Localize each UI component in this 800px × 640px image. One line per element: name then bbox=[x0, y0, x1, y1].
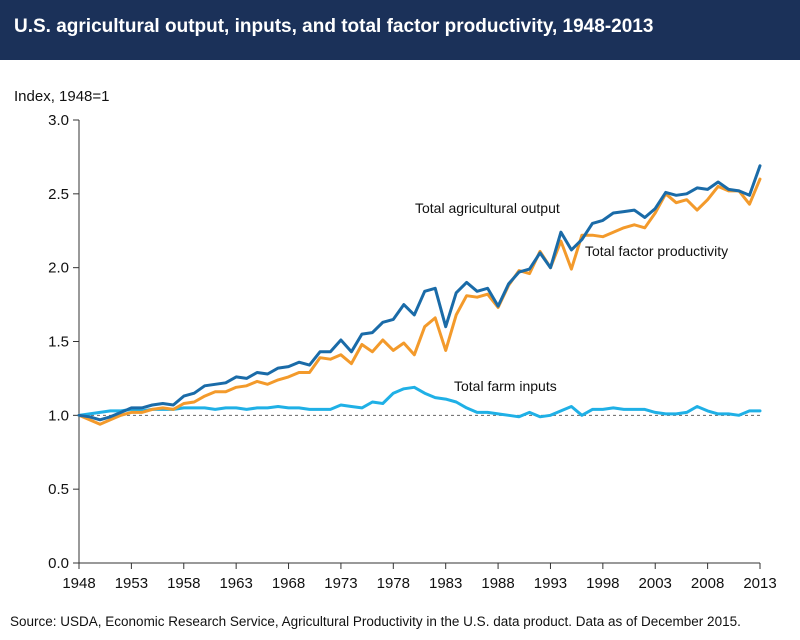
y-tick-label: 0.0 bbox=[48, 555, 69, 572]
label-total-farm-inputs: Total farm inputs bbox=[454, 378, 557, 394]
x-tick-label: 1988 bbox=[481, 575, 514, 592]
total-agricultural-output-line bbox=[77, 164, 762, 422]
x-tick-label: 1993 bbox=[534, 575, 567, 592]
x-tick-label: 2003 bbox=[639, 575, 672, 592]
y-tick-label: 2.0 bbox=[48, 260, 69, 277]
chart-title: U.S. agricultural output, inputs, and to… bbox=[14, 16, 654, 37]
y-tick-label: 0.5 bbox=[48, 481, 69, 498]
x-tick-label: 1963 bbox=[219, 575, 252, 592]
title-bar: U.S. agricultural output, inputs, and to… bbox=[0, 0, 800, 60]
x-tick-label: 1968 bbox=[272, 575, 305, 592]
x-tick-label: 1958 bbox=[167, 575, 200, 592]
y-axis-label: Index, 1948=1 bbox=[14, 88, 110, 105]
total-farm-inputs-line bbox=[77, 385, 762, 419]
source-note: Source: USDA, Economic Research Service,… bbox=[10, 614, 741, 629]
y-tick-label: 1.0 bbox=[48, 407, 69, 424]
y-tick-label: 3.0 bbox=[48, 112, 69, 129]
x-tick-label: 1998 bbox=[586, 575, 619, 592]
x-tick-label: 1953 bbox=[115, 575, 148, 592]
x-tick-label: 2013 bbox=[743, 575, 776, 592]
x-tick-label: 1948 bbox=[62, 575, 95, 592]
x-tick-label: 1983 bbox=[429, 575, 462, 592]
y-tick-label: 1.5 bbox=[48, 334, 69, 351]
x-tick-label: 2008 bbox=[691, 575, 724, 592]
y-tick-label: 2.5 bbox=[48, 186, 69, 203]
total-factor-productivity-line bbox=[77, 177, 762, 426]
label-total-factor-productivity: Total factor productivity bbox=[585, 243, 728, 259]
x-tick-label: 1973 bbox=[324, 575, 357, 592]
x-tick-label: 1978 bbox=[377, 575, 410, 592]
label-total-agricultural-output: Total agricultural output bbox=[415, 200, 560, 216]
